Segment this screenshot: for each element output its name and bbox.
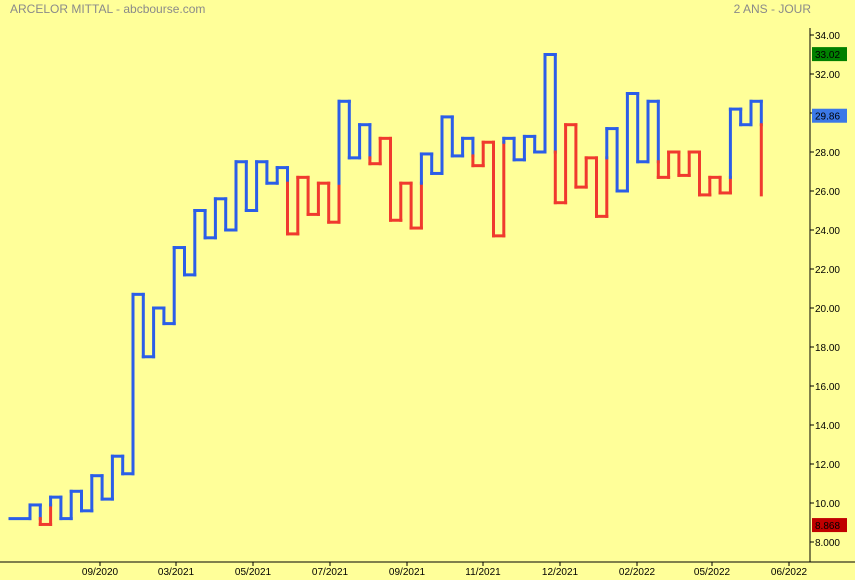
x-tick-label: 09/2021: [389, 567, 426, 578]
price-badge-label: 33.02: [815, 50, 840, 61]
price-badge: [812, 47, 847, 62]
y-tick-label: 34.00: [815, 31, 840, 42]
y-tick-label: 14.00: [815, 421, 840, 432]
x-tick-label: 06/2022: [771, 567, 808, 578]
y-tick-label: 20.00: [815, 304, 840, 315]
y-tick-label: 28.00: [815, 148, 840, 159]
chart-title: ARCELOR MITTAL - abcbourse.com: [10, 2, 206, 16]
x-tick-label: 12/2021: [542, 567, 579, 578]
y-tick-label: 26.00: [815, 187, 840, 198]
y-tick-label: 22.00: [815, 265, 840, 276]
price-badge-label: 8.868: [815, 521, 840, 532]
period-label: 2 ANS - JOUR: [733, 2, 811, 16]
y-tick-label: 32.00: [815, 70, 840, 81]
y-tick-label: 10.00: [815, 499, 840, 510]
x-tick-label: 05/2022: [694, 567, 731, 578]
y-tick-label: 12.00: [815, 460, 840, 471]
x-tick-label: 03/2021: [158, 567, 195, 578]
x-tick-label: 11/2021: [465, 567, 501, 578]
y-tick-label: 24.00: [815, 226, 840, 237]
x-tick-label: 02/2022: [619, 567, 656, 578]
x-tick-label: 05/2021: [235, 567, 272, 578]
x-tick-label: 09/2020: [82, 567, 119, 578]
price-badge: [812, 518, 847, 533]
y-tick-label: 16.00: [815, 382, 840, 393]
y-tick-label: 8.000: [815, 538, 840, 549]
y-tick-label: 18.00: [815, 343, 840, 354]
price-badge: [812, 108, 847, 123]
price-badge-label: 29.86: [815, 112, 840, 123]
x-tick-label: 07/2021: [312, 567, 349, 578]
